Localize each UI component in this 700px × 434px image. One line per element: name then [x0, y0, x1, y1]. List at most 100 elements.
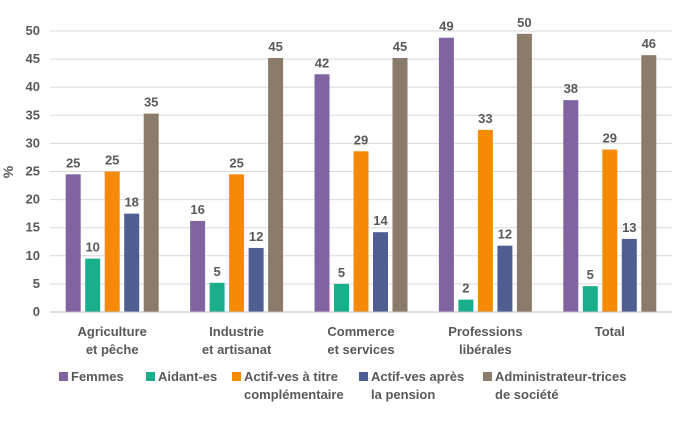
category-label-line: Professions — [448, 324, 522, 339]
y-axis-ticks: 0 5 10 15 20 25 30 35 40 45 50 — [26, 23, 40, 319]
category-label: Professions libérales — [448, 324, 522, 357]
bar — [334, 283, 349, 312]
bar — [497, 245, 513, 312]
data-label: 13 — [622, 220, 636, 235]
category-label: Industrie et artisanat — [202, 324, 272, 357]
data-labels: 25 10 25 18 35 16 5 25 12 45 42 5 29 14 45 49 2 33 12 50 38 5… — [66, 15, 656, 296]
y-axis-title: % — [0, 165, 16, 178]
category-label: Commerce et services — [327, 324, 394, 357]
y-tick-label: 25 — [26, 164, 40, 179]
bar — [563, 100, 579, 312]
data-label: 14 — [373, 213, 388, 228]
data-label: 25 — [66, 155, 80, 170]
data-label: 12 — [249, 229, 263, 244]
y-tick-label: 15 — [26, 220, 40, 235]
bar — [104, 171, 120, 312]
data-label: 45 — [268, 39, 282, 54]
legend-swatch — [232, 372, 241, 381]
bar — [268, 57, 284, 313]
legend-swatch — [59, 372, 68, 381]
data-label: 29 — [354, 132, 368, 147]
category-label-line: Industrie — [209, 324, 264, 339]
category-label-line: et pêche — [86, 342, 139, 357]
data-label: 10 — [85, 240, 99, 255]
category-label-line: Commerce — [327, 324, 394, 339]
legend-swatch — [359, 372, 368, 381]
legend-swatch — [483, 372, 492, 381]
data-label: 38 — [564, 81, 578, 96]
legend-label-line: Administrateur-trices — [495, 369, 626, 384]
legend-label: Aidant-es — [158, 369, 217, 384]
data-label: 49 — [439, 19, 453, 34]
legend-label-line: Femmes — [71, 369, 124, 384]
bar — [438, 37, 454, 313]
bar — [124, 213, 140, 312]
y-tick-label: 0 — [33, 304, 40, 319]
legend-label: Femmes — [71, 369, 124, 384]
data-label: 29 — [603, 131, 617, 146]
data-label: 46 — [642, 36, 656, 51]
data-label: 50 — [517, 15, 531, 30]
legend-label-line: Actif-ves à titre — [244, 369, 338, 384]
legend-label-line: Actif-ves après — [371, 369, 464, 384]
legend-label-line: complémentaire — [244, 387, 344, 402]
data-label: 45 — [393, 39, 407, 54]
data-label: 42 — [315, 55, 329, 70]
data-label: 16 — [190, 202, 204, 217]
bar — [602, 149, 618, 312]
legend-label-line: de société — [495, 387, 559, 402]
category-label-line: Agriculture — [78, 324, 147, 339]
legend-swatch — [146, 372, 155, 381]
category-label-line: libérales — [459, 342, 512, 357]
legend: Femmes Aidant-es Actif-ves à titre compléme… — [59, 369, 626, 402]
legend-label: Actif-ves à titre complémentaire — [244, 369, 344, 402]
category-label-line: et services — [327, 342, 394, 357]
data-label: 33 — [478, 111, 492, 126]
bar — [621, 238, 637, 312]
data-label: 35 — [144, 95, 158, 110]
legend-label: Actif-ves après la pension — [371, 369, 464, 402]
data-label: 5 — [338, 265, 345, 280]
data-label: 18 — [124, 195, 138, 210]
data-label: 25 — [105, 153, 119, 168]
bar — [582, 286, 598, 312]
bar — [85, 258, 101, 312]
category-label: Agriculture et pêche — [78, 324, 147, 357]
category-label-line: et artisanat — [202, 342, 272, 357]
data-label: 5 — [587, 267, 594, 282]
y-tick-label: 45 — [26, 51, 40, 66]
bar — [477, 129, 493, 312]
data-label: 12 — [498, 227, 512, 242]
bar — [641, 55, 657, 312]
bar — [392, 57, 408, 313]
data-label: 5 — [213, 264, 220, 279]
bar — [248, 247, 264, 312]
y-tick-label: 30 — [26, 135, 40, 150]
y-tick-label: 10 — [26, 248, 40, 263]
bar — [229, 174, 245, 312]
bar — [516, 33, 532, 313]
y-tick-label: 40 — [26, 79, 40, 94]
bar — [209, 282, 225, 312]
bar — [314, 74, 330, 312]
category-label-line: Total — [595, 324, 625, 339]
legend-label-line: Aidant-es — [158, 369, 217, 384]
bar — [458, 299, 474, 312]
legend-label-line: la pension — [371, 387, 435, 402]
category-labels: Agriculture et pêche Industrie et artisanat… — [78, 324, 625, 357]
category-label: Total — [595, 324, 625, 339]
legend-label: Administrateur-trices de société — [495, 369, 626, 402]
y-tick-label: 5 — [33, 276, 40, 291]
y-tick-label: 50 — [26, 23, 40, 38]
bar — [190, 220, 206, 312]
bars — [65, 33, 657, 313]
y-tick-label: 20 — [26, 192, 40, 207]
data-label: 2 — [462, 281, 469, 296]
bar — [353, 151, 369, 312]
data-label: 25 — [229, 155, 243, 170]
bar — [65, 174, 81, 312]
y-tick-label: 35 — [26, 107, 40, 122]
bar — [143, 113, 159, 312]
bar — [373, 232, 388, 312]
